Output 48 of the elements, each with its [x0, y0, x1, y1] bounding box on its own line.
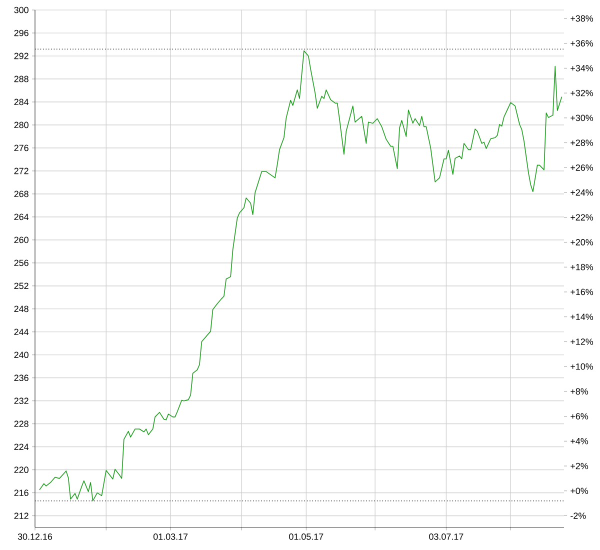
y2-tick-label: +8% [570, 388, 588, 395]
x-tick-label: 03.07.17 [429, 533, 464, 540]
y2-tick-label: -2% [570, 512, 586, 519]
y2-tick-label: +26% [570, 164, 594, 171]
y-tick-label: 260 [14, 236, 28, 244]
y-tick-label: 248 [14, 306, 28, 312]
y2-tick-label: +2% [570, 462, 588, 470]
y-tick-label: 232 [14, 398, 28, 404]
y-tick-label: 276 [14, 144, 28, 152]
y2-tick-label: +24% [570, 189, 594, 196]
y2-tick-label: +32% [570, 90, 594, 96]
y-tick-label: 244 [14, 328, 29, 336]
y2-tick-label: +36% [570, 40, 594, 46]
y-tick-label: 256 [14, 260, 28, 266]
y2-tick-label: +38% [570, 15, 594, 22]
y-tick-label: 292 [14, 52, 28, 60]
y2-tick-label: +18% [570, 264, 594, 270]
y2-tick-label: +22% [570, 214, 594, 221]
y-tick-label: 252 [14, 282, 28, 290]
y2-tick-label: +28% [570, 140, 594, 146]
x-tick-label: 01.05.17 [289, 533, 324, 540]
y-tick-label: 240 [14, 352, 28, 358]
y-tick-label: 288 [14, 76, 28, 82]
y2-tick-label: +12% [570, 338, 594, 345]
y2-tick-label: +16% [570, 288, 594, 296]
x-tick-label: 30.12.16 [18, 533, 52, 540]
y-tick-label: 216 [14, 490, 28, 496]
y2-tick-label: +14% [570, 314, 594, 320]
y-tick-label: 224 [14, 444, 29, 450]
y2-tick-label: +4% [570, 438, 588, 444]
y-tick-label: 220 [14, 466, 28, 474]
y-tick-label: 272 [14, 168, 28, 174]
x-tick-label: 01.03.17 [153, 533, 188, 540]
y2-tick-label: +30% [570, 114, 594, 122]
y-tick-label: 236 [14, 374, 28, 382]
y2-tick-label: +20% [570, 239, 594, 246]
y-tick-label: 284 [14, 98, 29, 106]
y-tick-label: 280 [14, 122, 28, 128]
y-tick-label: 228 [14, 420, 28, 428]
y2-tick-label: +10% [570, 363, 594, 370]
y-tick-label: 296 [14, 30, 28, 36]
y-tick-label: 264 [14, 214, 29, 220]
y2-tick-label: +6% [570, 413, 588, 420]
y2-tick-label: +0% [570, 488, 588, 494]
y-tick-label: 268 [14, 190, 28, 198]
y-tick-label: 212 [14, 512, 28, 519]
y-tick-label: 300 [14, 6, 28, 14]
y2-tick-label: +34% [570, 65, 594, 72]
